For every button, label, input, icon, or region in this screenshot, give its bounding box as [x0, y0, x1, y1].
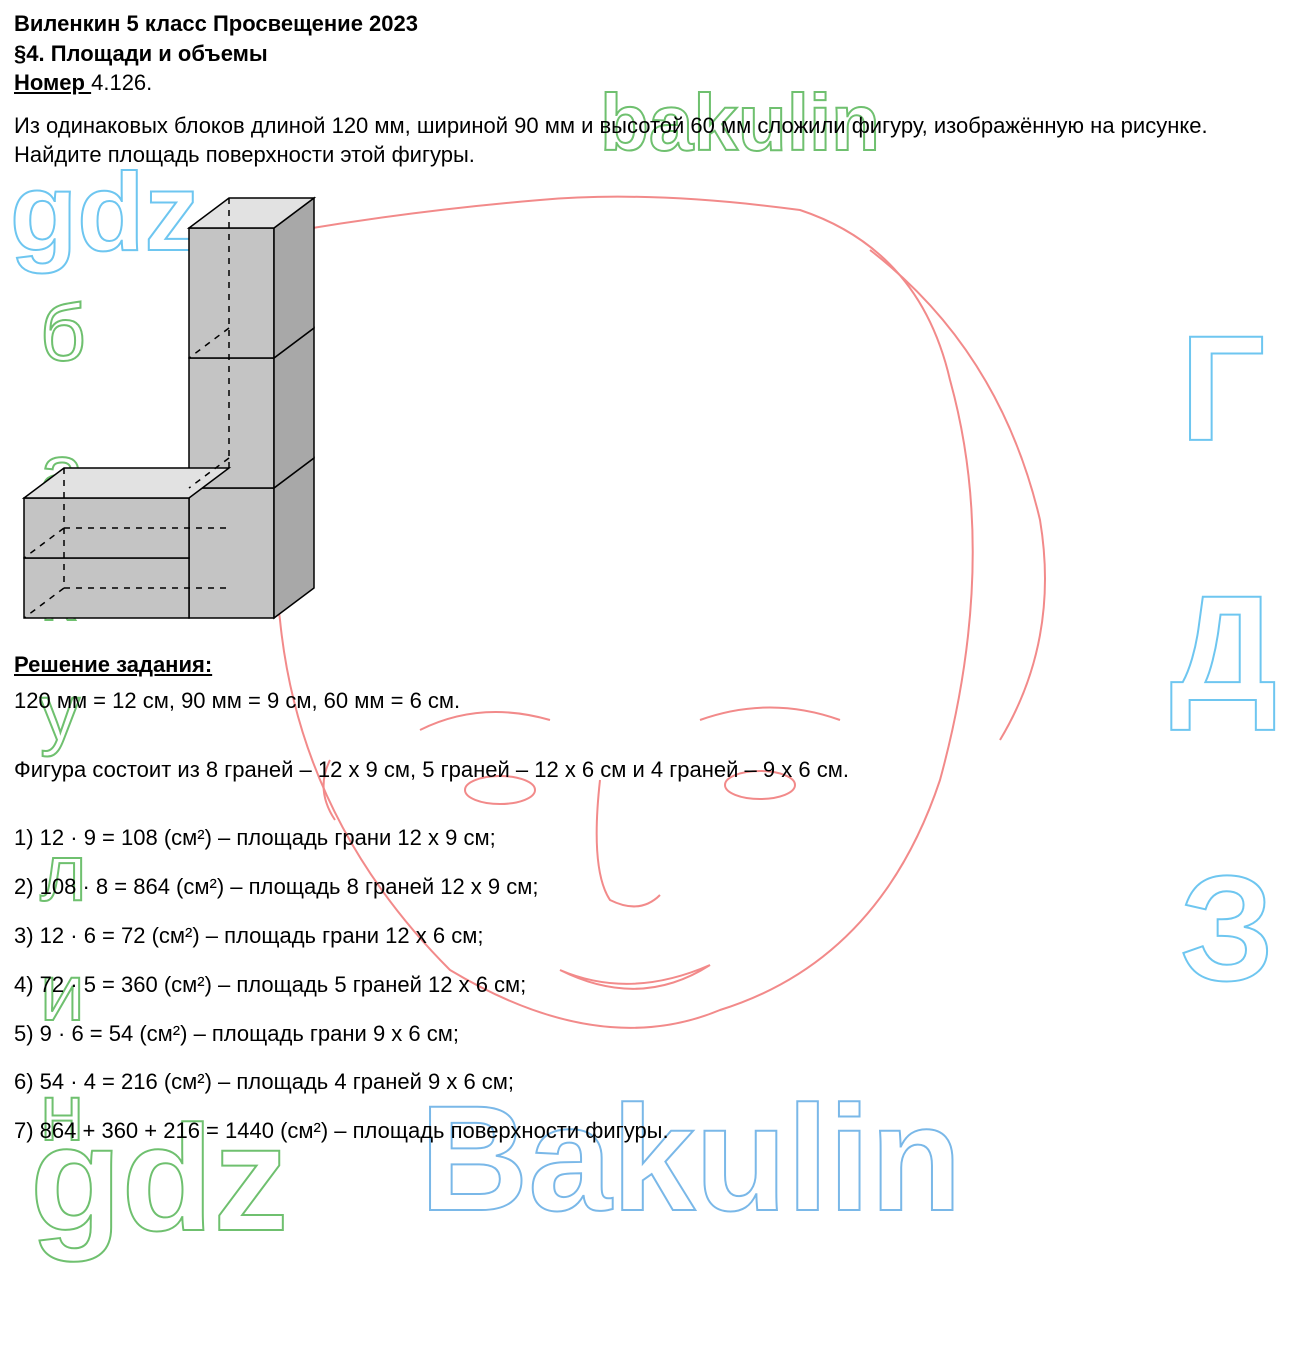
- line-conversion: 120 мм = 12 см, 90 мм = 9 см, 60 мм = 6 …: [14, 686, 1290, 717]
- section-title: §4. Площади и объемы: [14, 40, 1290, 68]
- wm-bakulin-bottom: Bakulin: [420, 1074, 962, 1242]
- problem-text: Из одинаковых блоков длиной 120 мм, шири…: [14, 111, 1290, 170]
- blocks-figure: [14, 188, 354, 628]
- line-step3: 3) 12 · 6 = 72 (см²) – площадь грани 12 …: [14, 921, 1290, 952]
- number-value: 4.126.: [91, 70, 152, 95]
- number-label: Номер: [14, 70, 91, 95]
- line-step4: 4) 72 · 5 = 360 (см²) – площадь 5 граней…: [14, 970, 1290, 1001]
- line-step2: 2) 108 · 8 = 864 (см²) – площадь 8 гране…: [14, 872, 1290, 903]
- line-step6: 6) 54 · 4 = 216 (см²) – площадь 4 граней…: [14, 1067, 1290, 1098]
- solution-title: Решение задания:: [14, 652, 1290, 678]
- figure: [14, 188, 1290, 634]
- line-step7: 7) 864 + 360 + 216 = 1440 (см²) – площад…: [14, 1116, 1290, 1147]
- line-faces: Фигура состоит из 8 граней – 12 х 9 см, …: [14, 755, 1290, 786]
- line-step5: 5) 9 · 6 = 54 (см²) – площадь грани 9 х …: [14, 1019, 1290, 1050]
- book-title: Виленкин 5 класс Просвещение 2023: [14, 10, 1290, 38]
- problem-number-line: Номер 4.126.: [14, 69, 1290, 97]
- line-step1: 1) 12 · 9 = 108 (см²) – площадь грани 12…: [14, 823, 1290, 854]
